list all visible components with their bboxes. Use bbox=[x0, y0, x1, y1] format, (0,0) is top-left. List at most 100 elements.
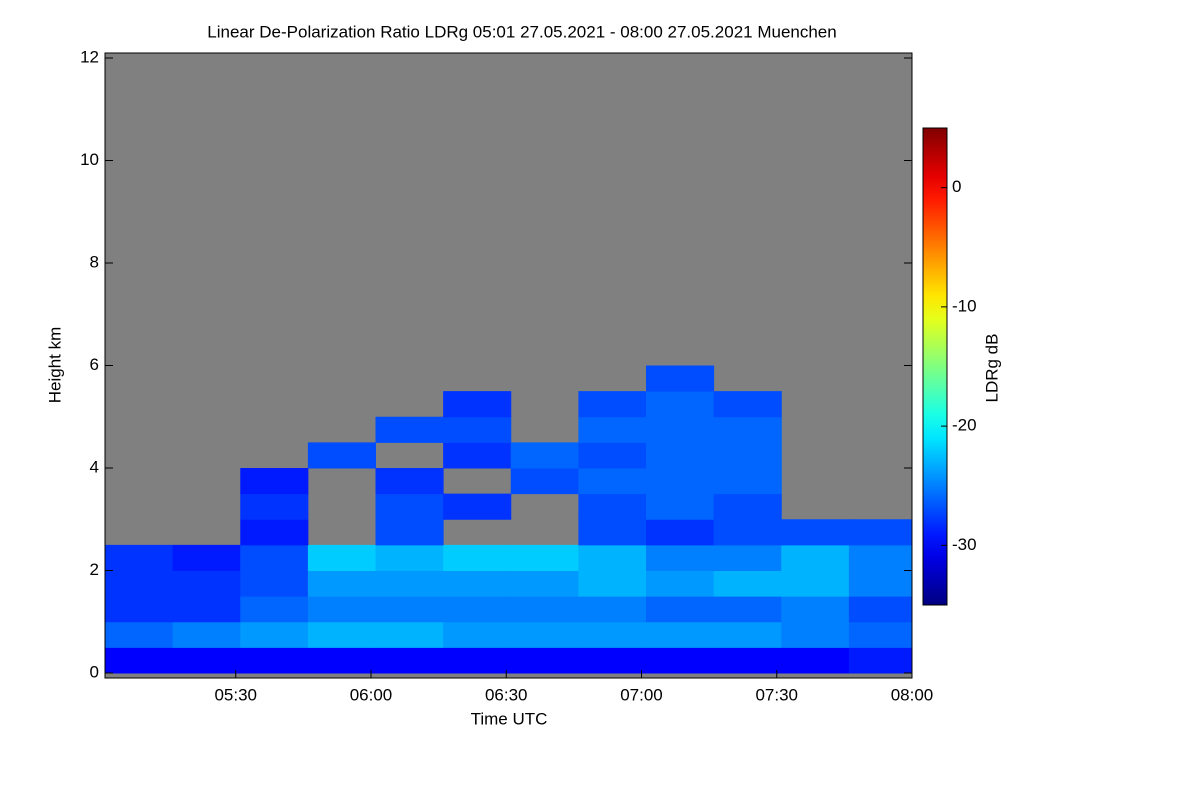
heatmap-cell bbox=[443, 596, 512, 623]
heatmap-cell bbox=[375, 519, 444, 546]
heatmap-cell bbox=[105, 647, 174, 674]
heatmap-cell bbox=[443, 391, 512, 418]
heatmap-cell bbox=[578, 544, 647, 571]
heatmap-cell bbox=[578, 493, 647, 520]
colorbar bbox=[922, 127, 948, 606]
colorbar-label: LDRg dB bbox=[982, 334, 1001, 403]
heatmap-cell bbox=[848, 519, 913, 546]
heatmap-cell bbox=[713, 468, 782, 495]
heatmap-cell bbox=[646, 596, 715, 623]
x-axis-label: Time UTC bbox=[471, 709, 548, 728]
heatmap-cell bbox=[375, 493, 444, 520]
y-tick-label: 0 bbox=[90, 662, 99, 681]
heatmap-cell bbox=[781, 596, 850, 623]
heatmap-cell bbox=[443, 544, 512, 571]
heatmap-cell bbox=[578, 468, 647, 495]
heatmap-cell bbox=[375, 544, 444, 571]
heatmap-cell bbox=[578, 647, 647, 674]
heatmap-cell bbox=[443, 570, 512, 597]
heatmap-cell bbox=[848, 596, 913, 623]
heatmap-cell bbox=[578, 596, 647, 623]
y-tick-label: 6 bbox=[90, 355, 99, 374]
heatmap-cell bbox=[510, 596, 579, 623]
heatmap-cell bbox=[646, 519, 715, 546]
heatmap-cell bbox=[443, 442, 512, 469]
heatmap-cell bbox=[375, 621, 444, 648]
heatmap-cell bbox=[307, 570, 377, 597]
heatmap-cell bbox=[240, 596, 309, 623]
heatmap-cell bbox=[646, 621, 715, 648]
heatmap-cell bbox=[510, 621, 579, 648]
colorbar-tick-label: -30 bbox=[952, 535, 977, 554]
heatmap-cell bbox=[307, 647, 377, 674]
x-tick-label: 07:30 bbox=[755, 685, 798, 704]
heatmap-cell bbox=[646, 391, 715, 418]
heatmap-cell bbox=[240, 647, 309, 674]
heatmap-cell bbox=[510, 544, 579, 571]
colorbar-tick-label: 0 bbox=[952, 177, 961, 196]
x-tick-label: 06:00 bbox=[350, 685, 393, 704]
heatmap-cell bbox=[510, 468, 579, 495]
heatmap-cell bbox=[240, 570, 309, 597]
heatmap-cell bbox=[375, 416, 444, 443]
heatmap-cell bbox=[240, 519, 309, 546]
heatmap-cell bbox=[443, 647, 512, 674]
colorbar-tick-label: -10 bbox=[952, 296, 977, 315]
heatmap-cell bbox=[240, 621, 309, 648]
heatmap-cell bbox=[307, 596, 377, 623]
x-tick-label: 06:30 bbox=[485, 685, 528, 704]
heatmap-cell bbox=[781, 544, 850, 571]
heatmap-cell bbox=[105, 596, 174, 623]
heatmap-cell bbox=[713, 570, 782, 597]
heatmap-cell bbox=[713, 596, 782, 623]
heatmap-cell bbox=[375, 596, 444, 623]
y-tick-label: 10 bbox=[80, 150, 99, 169]
heatmap-cell bbox=[578, 391, 647, 418]
heatmap-cell bbox=[848, 621, 913, 648]
heatmap-cell bbox=[646, 365, 715, 392]
heatmap-cell bbox=[848, 570, 913, 597]
heatmap-cell bbox=[307, 621, 377, 648]
heatmap-cell bbox=[713, 544, 782, 571]
heatmap-cell bbox=[510, 442, 579, 469]
heatmap-cell bbox=[646, 442, 715, 469]
heatmap-cell bbox=[578, 621, 647, 648]
heatmap-cell bbox=[646, 493, 715, 520]
x-tick-label: 05:30 bbox=[214, 685, 257, 704]
heatmap-cell bbox=[713, 416, 782, 443]
heatmap-cell bbox=[240, 544, 309, 571]
heatmap-cell bbox=[713, 621, 782, 648]
y-axis-label: Height km bbox=[45, 327, 64, 404]
heatmap-cell bbox=[646, 416, 715, 443]
heatmap-cell bbox=[443, 416, 512, 443]
heatmap-cell bbox=[443, 621, 512, 648]
heatmap-cell bbox=[646, 570, 715, 597]
heatmap-cell bbox=[713, 519, 782, 546]
heatmap-cell bbox=[240, 468, 309, 495]
y-tick-label: 2 bbox=[90, 560, 99, 579]
heatmap-cell bbox=[375, 468, 444, 495]
heatmap-cell bbox=[781, 647, 850, 674]
heatmap-cell bbox=[578, 519, 647, 546]
heatmap-cell bbox=[781, 570, 850, 597]
chart-title: Linear De-Polarization Ratio LDRg 05:01 … bbox=[207, 22, 836, 41]
heatmap-cell bbox=[848, 544, 913, 571]
heatmap-cell bbox=[646, 647, 715, 674]
heatmap-cell bbox=[375, 647, 444, 674]
heatmap-cell bbox=[646, 544, 715, 571]
heatmap-cell bbox=[375, 570, 444, 597]
heatmap-cell bbox=[578, 416, 647, 443]
heatmap-cell bbox=[172, 647, 241, 674]
heatmap-cell bbox=[172, 570, 241, 597]
heatmap-cell bbox=[240, 493, 309, 520]
heatmap-cell bbox=[781, 519, 850, 546]
heatmap-cell bbox=[443, 493, 512, 520]
heatmap-cell bbox=[105, 544, 174, 571]
x-tick-label: 07:00 bbox=[620, 685, 663, 704]
heatmap-cell bbox=[510, 647, 579, 674]
heatmap-cell bbox=[781, 621, 850, 648]
heatmap-cell bbox=[713, 493, 782, 520]
heatmap-cell bbox=[713, 391, 782, 418]
heatmap-cell bbox=[307, 442, 377, 469]
